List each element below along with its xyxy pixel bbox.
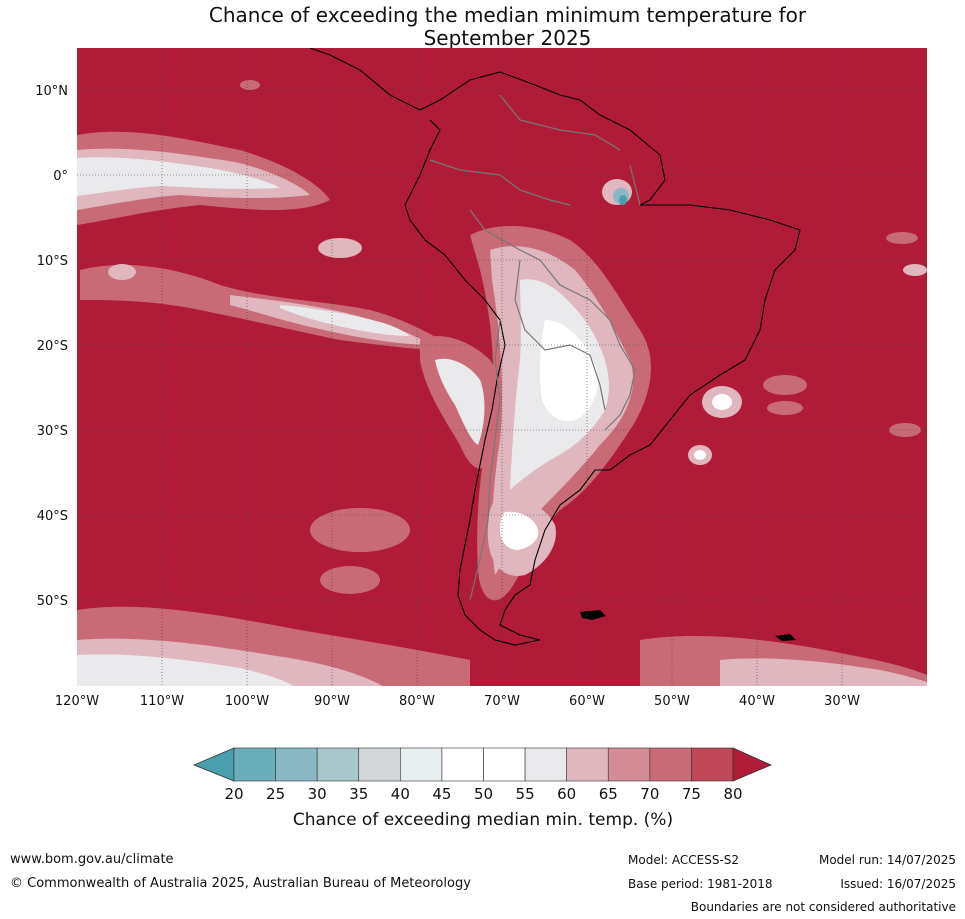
colorbar-ticks: 20 25 30 35 40 45 50 55 60 65 70 75 80 xyxy=(224,785,742,803)
atlantic-spot-1-center xyxy=(712,394,732,410)
pacific-subtropical-band-neutral xyxy=(280,305,410,336)
lat-label-30s: 30°S xyxy=(37,424,68,439)
lon-label-40w: 40°W xyxy=(739,694,775,709)
colorbar-tick-label: 30 xyxy=(308,785,327,803)
colorbar-tick-label: 70 xyxy=(640,785,659,803)
patagonia-white xyxy=(500,511,539,550)
model-run-text: Model run: 14/07/2025 xyxy=(818,853,956,867)
south-georgia xyxy=(775,634,796,641)
colorbar-high-arrow xyxy=(732,747,773,782)
colorbar-segment xyxy=(400,747,443,782)
southern-atlantic-band-mid xyxy=(720,658,927,686)
copyright-text: © Commonwealth of Australia 2025, Austra… xyxy=(10,876,471,891)
amazon-mouth-spot-lowest xyxy=(619,195,627,205)
colorbar-segment xyxy=(358,747,401,782)
colorbar-segment xyxy=(607,747,651,782)
lon-label-60w: 60°W xyxy=(569,694,605,709)
colorbar-segment xyxy=(233,747,276,782)
colorbar-tick-label: 35 xyxy=(349,785,368,803)
title-line-1: Chance of exceeding the median minimum t… xyxy=(208,3,807,27)
pacific-spot-5 xyxy=(320,566,380,594)
longitude-labels: 120°W 110°W 100°W 90°W 80°W 70°W 60°W 50… xyxy=(55,694,860,709)
colorbar-tick-label: 75 xyxy=(682,785,701,803)
falkland-islands xyxy=(580,610,606,620)
latitude-labels: 10°N 0° 10°S 20°S 30°S 40°S 50°S xyxy=(35,84,68,609)
colorbar-tick-label: 25 xyxy=(266,785,285,803)
west-coast-anomaly-neutral xyxy=(435,358,485,445)
lat-label-10s: 10°S xyxy=(37,254,68,269)
colorbar-segment xyxy=(524,747,567,782)
graticule xyxy=(77,48,927,686)
base-period-text: Base period: 1981-2018 xyxy=(628,877,773,891)
lat-label-50s: 50°S xyxy=(37,594,68,609)
colorbar-tick-label: 45 xyxy=(432,785,451,803)
colorbar-tick-label: 20 xyxy=(224,785,243,803)
lon-label-100w: 100°W xyxy=(225,694,269,709)
lat-label-0: 0° xyxy=(53,169,68,184)
colorbar-segment xyxy=(441,747,484,782)
lon-label-30w: 30°W xyxy=(824,694,860,709)
colorbar-tick-label: 65 xyxy=(599,785,618,803)
lat-label-40s: 40°S xyxy=(37,509,68,524)
colorbar-tick-label: 40 xyxy=(391,785,410,803)
pacific-equatorial-band-neutral xyxy=(77,157,280,196)
map-title: Chance of exceeding the median minimum t… xyxy=(0,4,965,50)
disclaimer-text: Boundaries are not considered authoritat… xyxy=(690,900,956,914)
colorbar-segment xyxy=(275,747,318,782)
issued-text: Issued: 16/07/2025 xyxy=(840,877,956,891)
atlantic-spot-4 xyxy=(767,401,803,415)
lon-label-80w: 80°W xyxy=(399,694,435,709)
colorbar-segment xyxy=(649,747,692,782)
colorbar-low-arrow xyxy=(192,747,235,782)
lon-label-120w: 120°W xyxy=(55,694,99,709)
lon-label-90w: 90°W xyxy=(314,694,350,709)
colorbar: 20 25 30 35 40 45 50 55 60 65 70 75 80 Chance of exc… xyxy=(192,747,773,830)
pacific-spot-3 xyxy=(240,80,260,90)
lat-label-20s: 20°S xyxy=(37,339,68,354)
website-text: www.bom.gov.au/climate xyxy=(10,852,174,867)
lon-label-70w: 70°W xyxy=(484,694,520,709)
coastline-south-america xyxy=(309,48,801,646)
pacific-spot-2 xyxy=(318,238,362,258)
country-borders xyxy=(429,94,641,601)
colorbar-segment xyxy=(483,747,526,782)
atlantic-spot-3 xyxy=(763,375,807,395)
lat-label-10n: 10°N xyxy=(35,84,68,99)
atlantic-spot-2-center xyxy=(694,450,706,460)
lon-label-50w: 50°W xyxy=(654,694,690,709)
pacific-spot-4 xyxy=(310,508,410,552)
probability-field xyxy=(77,48,927,686)
colorbar-segments xyxy=(233,747,734,782)
colorbar-tick-label: 55 xyxy=(516,785,535,803)
pacific-spot-1 xyxy=(108,264,136,280)
colorbar-label: Chance of exceeding median min. temp. (%… xyxy=(293,810,673,830)
colorbar-segment xyxy=(691,747,734,782)
model-text: Model: ACCESS-S2 xyxy=(628,853,740,867)
lon-label-110w: 110°W xyxy=(140,694,184,709)
colorbar-segment xyxy=(316,747,360,782)
title-line-2: September 2025 xyxy=(423,26,592,50)
atlantic-spot-7 xyxy=(903,264,927,276)
atlantic-spot-5 xyxy=(886,232,918,244)
colorbar-tick-label: 80 xyxy=(723,785,742,803)
colorbar-segment xyxy=(566,747,609,782)
southern-pacific-band-neutral xyxy=(77,654,294,686)
colorbar-tick-label: 50 xyxy=(474,785,493,803)
colorbar-tick-label: 60 xyxy=(557,785,576,803)
